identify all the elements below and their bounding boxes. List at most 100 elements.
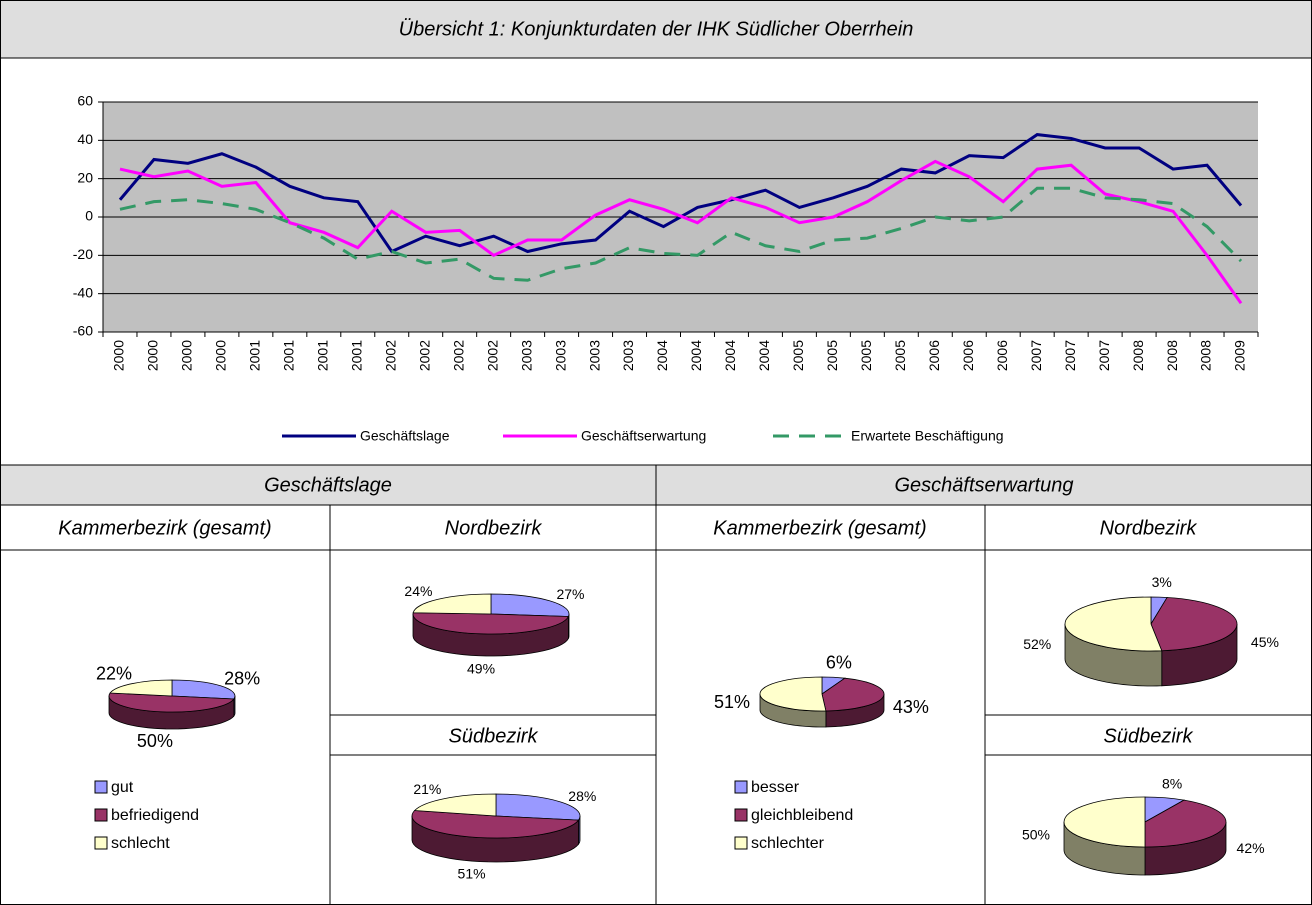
pie-slice bbox=[109, 679, 173, 697]
x-tick-label: 2005 bbox=[858, 340, 874, 371]
cell-title: Südbezirk bbox=[449, 725, 539, 747]
pie-label: 43% bbox=[893, 697, 929, 717]
pie-slice bbox=[1063, 796, 1146, 848]
pie-label: 6% bbox=[826, 652, 852, 672]
x-tick-label: 2006 bbox=[926, 340, 942, 371]
x-tick-label: 2003 bbox=[552, 340, 568, 371]
cell-title: Nordbezirk bbox=[1100, 517, 1198, 539]
pie-label: 51% bbox=[458, 866, 486, 882]
x-tick-label: 2003 bbox=[620, 340, 636, 371]
pie-slice bbox=[413, 793, 497, 817]
x-tick-label: 2003 bbox=[518, 340, 534, 371]
pie-slice bbox=[412, 593, 492, 615]
pie-label: 28% bbox=[568, 788, 596, 804]
section-title: Geschäftserwartung bbox=[895, 474, 1074, 496]
pie-slice bbox=[495, 793, 581, 821]
x-tick-label: 2007 bbox=[1096, 340, 1112, 371]
pie-label: 50% bbox=[137, 731, 173, 751]
pie-label: 27% bbox=[556, 586, 584, 602]
legend-swatch bbox=[734, 780, 748, 794]
legend-swatch bbox=[94, 780, 108, 794]
pie-label: 50% bbox=[1022, 827, 1050, 843]
legend-swatch bbox=[94, 808, 108, 822]
y-tick-label: -60 bbox=[73, 323, 93, 339]
x-tick-label: 2001 bbox=[348, 340, 364, 371]
pie-label: 24% bbox=[404, 583, 432, 599]
pie-label: 22% bbox=[96, 664, 132, 684]
pie-slice bbox=[1150, 597, 1238, 652]
pie-label: 8% bbox=[1162, 775, 1182, 791]
x-tick-label: 2000 bbox=[213, 340, 229, 371]
page-title: Übersicht 1: Konjunkturdaten der IHK Süd… bbox=[399, 18, 914, 40]
x-tick-label: 2001 bbox=[315, 340, 331, 371]
legend-swatch bbox=[734, 808, 748, 822]
x-tick-label: 2007 bbox=[1062, 340, 1078, 371]
x-tick-label: 2008 bbox=[1130, 340, 1146, 371]
pie-label: 28% bbox=[224, 669, 260, 689]
x-tick-label: 2006 bbox=[960, 340, 976, 371]
y-tick-label: -40 bbox=[73, 284, 93, 300]
pie-slice bbox=[171, 679, 236, 700]
x-tick-label: 2001 bbox=[281, 340, 297, 371]
x-tick-label: 2004 bbox=[722, 340, 738, 371]
legend-swatch bbox=[94, 836, 108, 850]
pie-slice bbox=[1144, 799, 1227, 848]
x-tick-label: 2007 bbox=[1028, 340, 1044, 371]
pie-slice bbox=[759, 676, 827, 712]
cell-title: Kammerbezirk (gesamt) bbox=[58, 517, 271, 539]
pie-slice bbox=[1064, 596, 1163, 652]
legend-label: Erwartete Beschäftigung bbox=[851, 428, 1004, 444]
pie-label: 3% bbox=[1152, 574, 1172, 590]
pie-label: 42% bbox=[1237, 840, 1265, 856]
legend-label: besser bbox=[751, 779, 800, 796]
x-tick-label: 2004 bbox=[654, 340, 670, 371]
pie-label: 45% bbox=[1251, 634, 1279, 650]
y-tick-label: 60 bbox=[77, 93, 93, 109]
legend-label: schlecht bbox=[111, 835, 170, 852]
x-tick-label: 2002 bbox=[450, 340, 466, 371]
x-tick-label: 2000 bbox=[145, 340, 161, 371]
y-tick-label: 0 bbox=[85, 208, 93, 224]
x-tick-label: 2001 bbox=[247, 340, 263, 371]
pie-label: 49% bbox=[467, 661, 495, 677]
series-line bbox=[119, 186, 1243, 282]
x-tick-label: 2005 bbox=[824, 340, 840, 371]
x-tick-label: 2009 bbox=[1232, 340, 1248, 371]
title-band bbox=[0, 0, 1312, 58]
pie-slice bbox=[490, 593, 570, 617]
y-tick-label: 40 bbox=[77, 131, 93, 147]
x-tick-label: 2005 bbox=[892, 340, 908, 371]
cell-title: Kammerbezirk (gesamt) bbox=[713, 517, 926, 539]
pie-label: 21% bbox=[413, 781, 441, 797]
x-tick-label: 2000 bbox=[179, 340, 195, 371]
x-tick-label: 2006 bbox=[994, 340, 1010, 371]
x-tick-label: 2004 bbox=[688, 340, 704, 371]
series-line bbox=[119, 159, 1243, 305]
x-tick-label: 2002 bbox=[382, 340, 398, 371]
x-tick-label: 2003 bbox=[586, 340, 602, 371]
x-tick-label: 2005 bbox=[790, 340, 806, 371]
x-tick-label: 2002 bbox=[416, 340, 432, 371]
pie-slice bbox=[411, 810, 580, 839]
cell-title: Nordbezirk bbox=[445, 517, 543, 539]
pie-slice bbox=[821, 677, 885, 712]
x-tick-label: 2002 bbox=[484, 340, 500, 371]
legend-label: befriedigend bbox=[111, 807, 199, 824]
legend-swatch bbox=[734, 836, 748, 850]
legend-label: Geschäftslage bbox=[360, 428, 450, 444]
legend-label: gleichbleibend bbox=[751, 807, 853, 824]
legend-label: Geschäftserwartung bbox=[581, 428, 706, 444]
legend-label: gut bbox=[111, 779, 134, 796]
x-tick-label: 2004 bbox=[756, 340, 772, 371]
pie-slice bbox=[108, 692, 235, 713]
pie-label: 51% bbox=[714, 692, 750, 712]
section-title: Geschäftslage bbox=[264, 474, 392, 496]
y-tick-label: 20 bbox=[77, 169, 93, 185]
y-tick-label: -20 bbox=[73, 246, 93, 262]
cell-title: Südbezirk bbox=[1104, 725, 1194, 747]
legend-label: schlechter bbox=[751, 835, 825, 852]
pie-slice bbox=[412, 612, 570, 635]
x-tick-label: 2000 bbox=[111, 340, 127, 371]
pie-label: 52% bbox=[1023, 636, 1051, 652]
